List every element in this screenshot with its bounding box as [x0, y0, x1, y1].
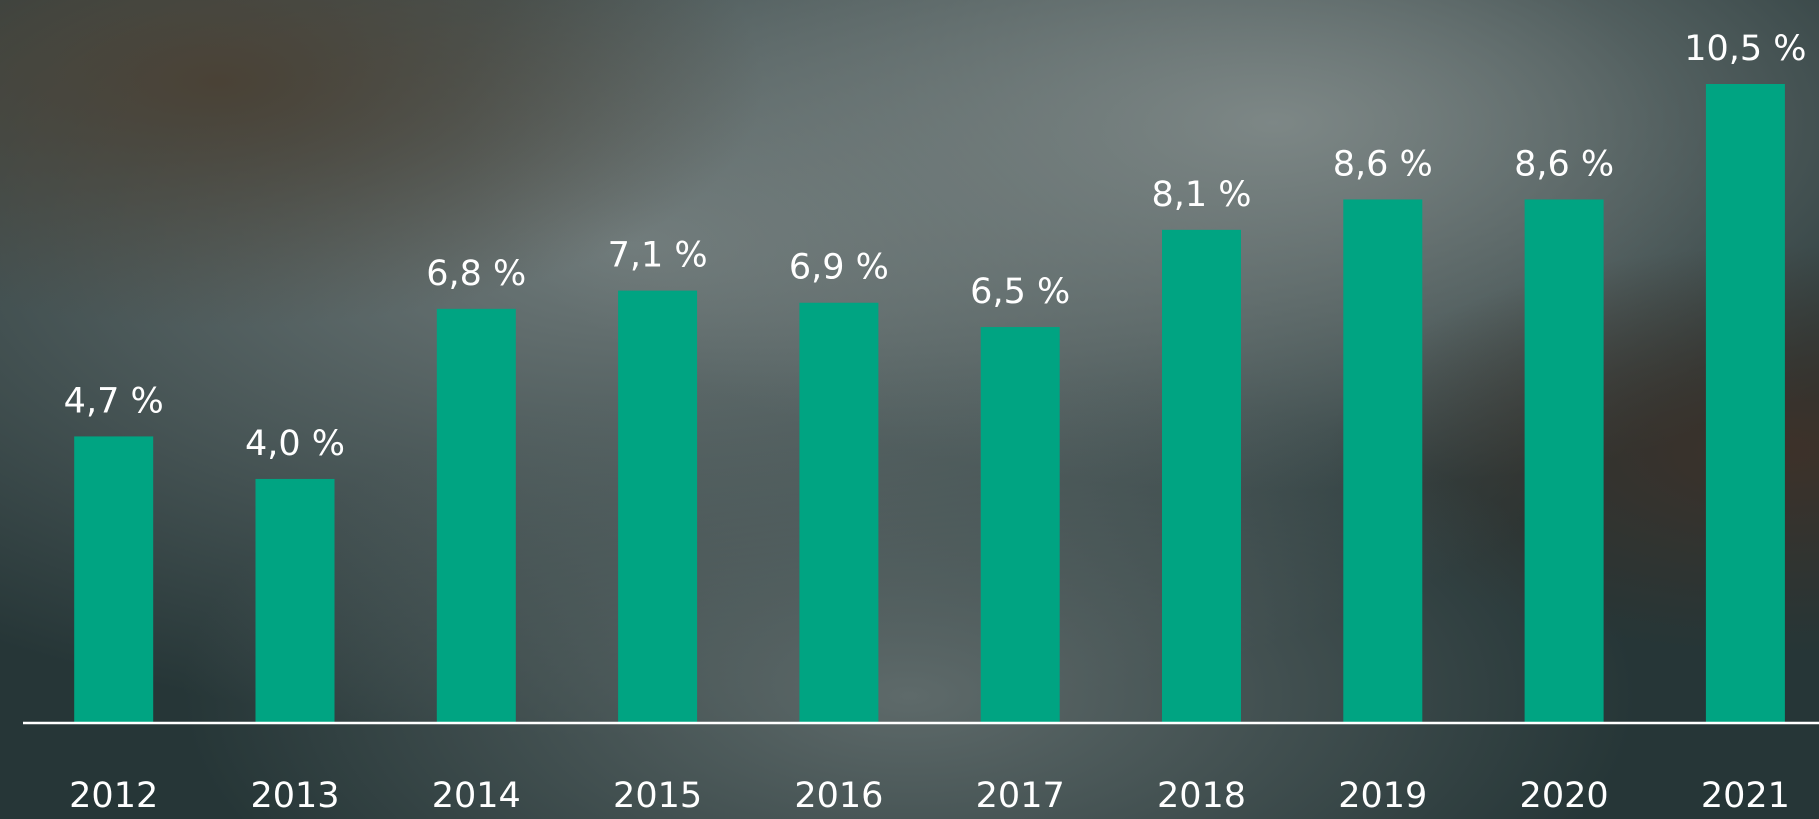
x-tick-label: 2021 — [1701, 776, 1790, 816]
value-label: 6,9 % — [789, 248, 889, 288]
bar — [255, 478, 335, 722]
value-label: 6,5 % — [970, 272, 1070, 312]
bar — [618, 290, 698, 722]
value-label: 10,5 % — [1684, 29, 1806, 69]
x-tick-label: 2012 — [69, 776, 158, 816]
bar — [1524, 199, 1604, 722]
bar — [1162, 229, 1241, 723]
value-label: 4,7 % — [64, 381, 164, 421]
bar — [74, 436, 154, 722]
x-tick-label: 2013 — [250, 776, 339, 816]
value-label: 4,0 % — [245, 424, 345, 464]
value-label: 8,6 % — [1514, 144, 1614, 184]
x-tick-label: 2015 — [613, 776, 702, 816]
x-tick-label: 2018 — [1157, 776, 1246, 816]
value-label: 7,1 % — [608, 236, 708, 276]
bar — [1705, 84, 1785, 722]
bar — [799, 302, 879, 722]
bar — [1343, 199, 1423, 722]
value-label: 8,6 % — [1333, 144, 1433, 184]
value-label: 6,8 % — [426, 254, 526, 294]
bar — [980, 327, 1060, 722]
x-tick-label: 2020 — [1520, 776, 1609, 816]
bar — [436, 308, 516, 722]
x-tick-label: 2014 — [432, 776, 521, 816]
x-tick-label: 2016 — [794, 776, 883, 816]
value-label: 8,1 % — [1151, 175, 1251, 215]
x-tick-label: 2017 — [976, 776, 1065, 816]
x-tick-label: 2019 — [1338, 776, 1427, 816]
